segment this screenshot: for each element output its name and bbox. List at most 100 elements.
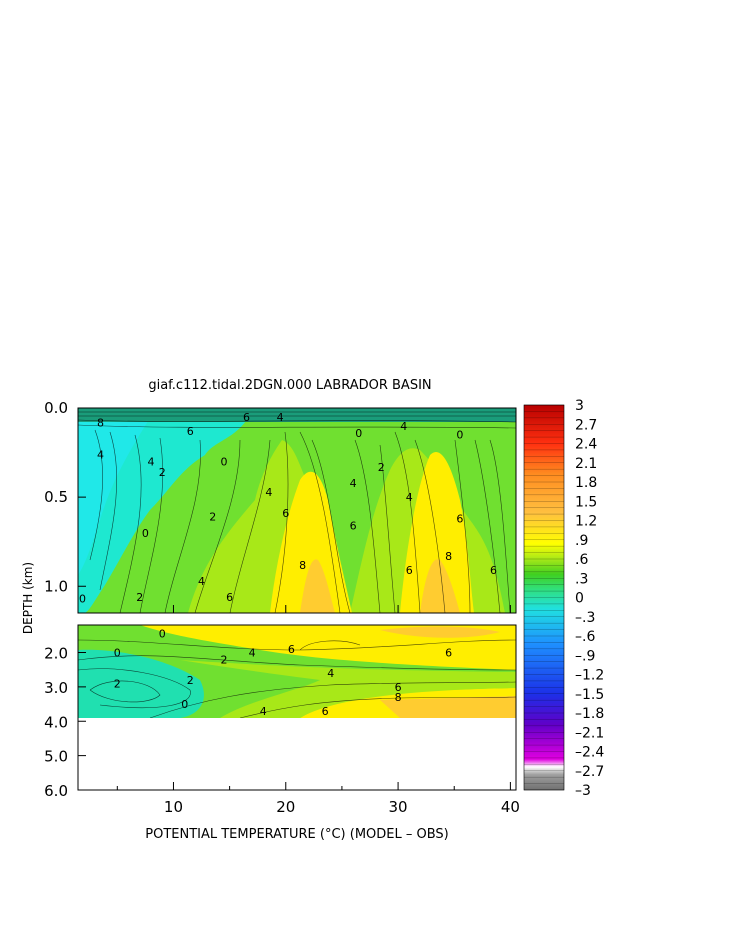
- x-axis: 10 20 30 40: [116, 605, 520, 816]
- top-panel-frame: [77, 407, 517, 614]
- contour-label: 4: [265, 486, 272, 499]
- contour-label: 2: [159, 466, 166, 479]
- y-tick-label-top: 0.5: [44, 488, 68, 506]
- colorbar-lines: [524, 404, 564, 791]
- y-tick-label-bottom: 6.0: [44, 782, 68, 800]
- contours-top: [78, 411, 516, 613]
- colorbar-label: 1.2: [575, 514, 597, 530]
- top-panel-field: [78, 408, 516, 613]
- colorbar-label: –2.4: [575, 745, 604, 761]
- colorbar-label: .6: [575, 552, 588, 568]
- colorbar-label: 2.4: [575, 437, 597, 453]
- field-cyan-bottom: [78, 649, 204, 718]
- contour-label: 2: [378, 461, 385, 474]
- y-tick-label-top: 1.0: [44, 577, 68, 595]
- contour-label: 6: [187, 425, 194, 438]
- colorbar: 3 2.7 2.4 2.1 1.8 1.5 1.2 .9 .6 .3 0 –.3 –.6 –.9 –1.2 –…: [523, 398, 604, 799]
- colorbar-label: –1.8: [575, 706, 604, 722]
- field-orange-bottom-2: [380, 696, 516, 718]
- contour-label: 4: [148, 455, 155, 468]
- colorbar-label: .9: [575, 533, 588, 549]
- contour-label: 8: [395, 691, 402, 704]
- field-surface-band: [78, 408, 516, 422]
- colorbar-label: –2.7: [575, 764, 604, 780]
- field-yellow-1: [270, 471, 352, 613]
- colorbar-label: 1.8: [575, 475, 597, 491]
- contour-label: 0: [114, 647, 121, 660]
- colorbar-labels: 3 2.7 2.4 2.1 1.8 1.5 1.2 .9 .6 .3 0 –.3 –.6 –.9 –1.2 –…: [575, 398, 604, 799]
- contour-label: 0: [221, 455, 228, 468]
- colorbar-label: 2.1: [575, 456, 597, 472]
- contour-label: 0: [456, 429, 463, 442]
- x-tick-label: 40: [501, 798, 520, 816]
- contour-label: 2: [221, 653, 228, 666]
- field-orange-2: [420, 559, 460, 613]
- contour-label: 4: [260, 705, 267, 718]
- colorbar-label: –2.1: [575, 725, 604, 741]
- contour-label: 4: [406, 491, 413, 504]
- contour-label: 0: [355, 427, 362, 440]
- x-tick-label: 20: [276, 798, 295, 816]
- contour-label: 4: [97, 448, 104, 461]
- field-lightgreen-bottom: [180, 660, 516, 718]
- colorbar-label: 1.5: [575, 494, 597, 510]
- colorbar-label: 3: [575, 398, 584, 414]
- chart-title: giaf.c112.tidal.2DGN.000 LABRADOR BASIN: [148, 378, 431, 393]
- colorbar-label: –1.5: [575, 687, 604, 703]
- contour-label: 8: [445, 550, 452, 563]
- field-orange-1: [300, 559, 335, 613]
- contour-label: 4: [327, 667, 334, 680]
- contour-label: 6: [322, 705, 329, 718]
- contour-label: 6: [282, 507, 289, 520]
- y-tick-label-top: 0.0: [44, 399, 68, 417]
- contour-label: 4: [400, 420, 407, 433]
- field-yellow-2: [400, 452, 474, 613]
- contour-label: 6: [445, 647, 452, 660]
- y-tick-label-bottom: 3.0: [44, 679, 68, 697]
- y-axis-label: DEPTH (km): [21, 562, 35, 634]
- field-cyan-core: [78, 418, 150, 575]
- contour-label: 0: [79, 593, 86, 606]
- y-tick-label-bottom: 2.0: [44, 645, 68, 663]
- contour-label: 8: [97, 416, 104, 429]
- colorbar-label: –1.2: [575, 668, 604, 684]
- contour-label: 6: [288, 643, 295, 656]
- contour-label: 2: [114, 677, 121, 690]
- contour-label: 6: [226, 591, 233, 604]
- colorbar-label: –3: [575, 783, 591, 799]
- contour-label: 0: [159, 628, 166, 641]
- contour-label: 2: [209, 511, 216, 524]
- y-axis-bottom: 2.0 3.0 4.0 5.0 6.0: [44, 645, 86, 800]
- contour-label: 4: [350, 477, 357, 490]
- colorbar-label: –.3: [575, 610, 595, 626]
- contour-label: 4: [249, 647, 256, 660]
- contour-label: 4: [198, 575, 205, 588]
- y-tick-label-bottom: 4.0: [44, 713, 68, 731]
- bottom-panel-field: [78, 625, 516, 718]
- contour-label: 6: [395, 681, 402, 694]
- contour-label: 6: [490, 564, 497, 577]
- y-axis-top: 0.0 0.5 1.0: [44, 399, 86, 595]
- bottom-panel-frame: [77, 624, 517, 791]
- x-axis-label: POTENTIAL TEMPERATURE (°C) (MODEL – OBS): [145, 827, 449, 842]
- x-tick-label: 10: [164, 798, 183, 816]
- colorbar-label: –.9: [575, 648, 595, 664]
- contour-label: 8: [299, 559, 306, 572]
- contours-bottom: [78, 639, 516, 718]
- field-yellow-bottom: [140, 625, 516, 718]
- colorbar-label: .3: [575, 571, 588, 587]
- y-tick-label-bottom: 5.0: [44, 748, 68, 766]
- contour-label: 0: [181, 698, 188, 711]
- contour-label: 6: [456, 513, 463, 526]
- contour-label: 2: [187, 674, 194, 687]
- x-tick-label: 30: [389, 798, 408, 816]
- contour-label: 6: [350, 520, 357, 533]
- colorbar-label: 0: [575, 591, 584, 607]
- contour-label: 4: [277, 411, 284, 424]
- contour-label: 0: [142, 527, 149, 540]
